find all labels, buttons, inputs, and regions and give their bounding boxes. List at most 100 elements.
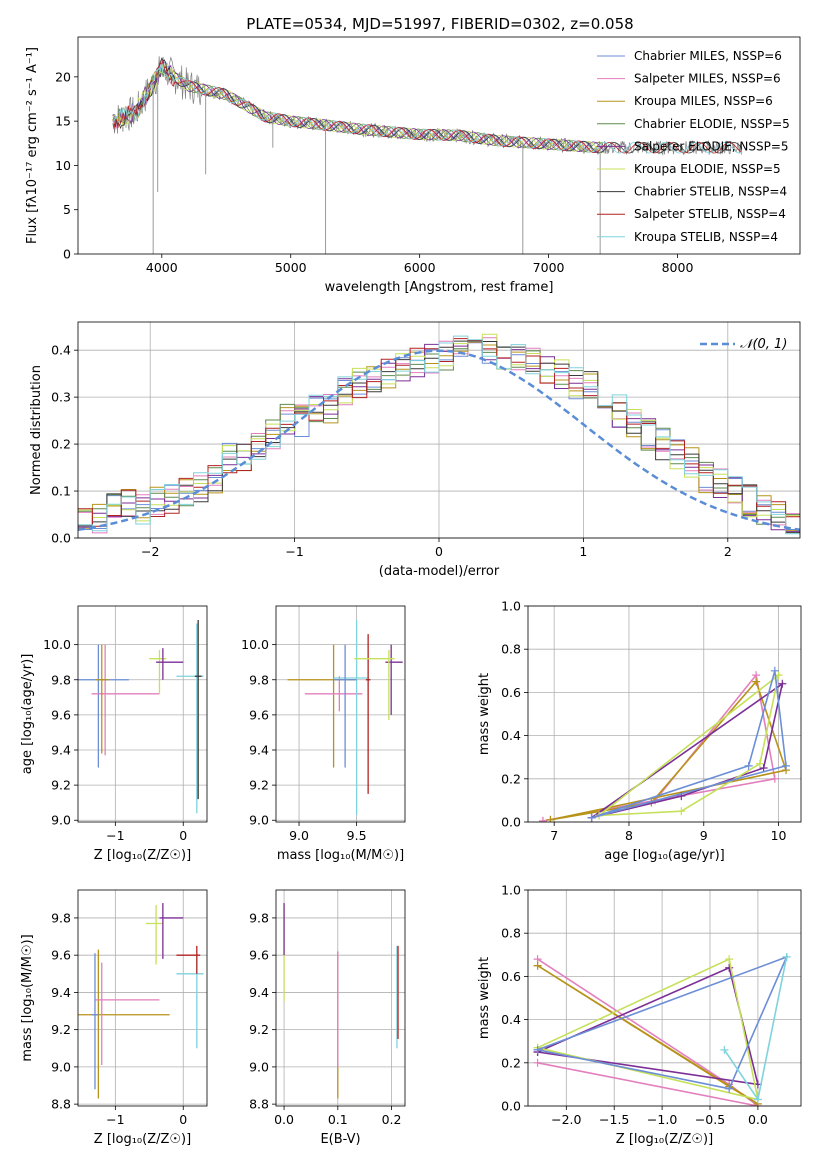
legend-label: Kroupa MILES, NSSP=6 [634, 94, 773, 108]
y-tick-label: 20 [55, 69, 71, 84]
x-tick-label: 0 [435, 544, 443, 559]
y-tick-label: 0.4 [501, 1012, 521, 1027]
y-axis-label: Flux [fλ10⁻¹⁷ erg cm⁻² s⁻¹ A⁻¹] [25, 47, 40, 244]
x-tick-label: −1 [285, 544, 303, 559]
mass-weight-marker [755, 759, 764, 768]
age-vs-Z-chart: −1 0 9.0 9.2 9.4 9.6 9.8 10.0 Z [log₁₀(Z/Z☉)] age… [20, 605, 208, 863]
mass-weight-marker [533, 961, 542, 970]
legend-label: Chabrier MILES, NSSP=6 [634, 49, 782, 63]
y-tick-label: 9.4 [51, 743, 71, 758]
y-tick-label: 9.0 [51, 813, 71, 828]
x-tick-label: −1.5 [599, 1112, 629, 1127]
y-tick-label: 8.8 [249, 1097, 269, 1112]
model-spectrum-line [112, 57, 743, 154]
x-tick-label: 0.2 [382, 1112, 402, 1127]
age-vs-Z-axes-frame [77, 605, 208, 823]
mass-vs-Z-chart: −1 0 8.8 9.0 9.2 9.4 9.6 9.8 Z [log₁₀(Z/Z☉)] mass… [20, 889, 208, 1147]
mass-weight-marker [533, 1045, 542, 1054]
y-tick-label: 10 [55, 158, 71, 173]
y-tick-label: 8.8 [51, 1097, 71, 1112]
y-tick-label: 9.6 [51, 948, 71, 963]
age-vs-mass-chart: 9.0 9.5 9.0 9.2 9.4 9.6 9.8 10.0 mass [log₁₀(M/M… [241, 605, 406, 863]
x-tick-label: −2 [141, 544, 159, 559]
x-tick-label: 9 [700, 828, 708, 843]
x-tick-label: 5000 [275, 260, 307, 275]
y-tick-label: 0.4 [51, 343, 71, 358]
y-tick-label: 9.6 [249, 948, 269, 963]
y-tick-label: 0.8 [501, 926, 521, 941]
x-tick-label: −1 [106, 828, 124, 843]
x-tick-label: 8 [625, 828, 633, 843]
weight-vs-Z-axes-frame [527, 889, 802, 1107]
residuals-chart: 𝒩(0, 1) −2 −1 0 1 2 0.0 0.1 0.2 0.3 0.4 (data-model… [29, 321, 801, 579]
model-spectrum-line [112, 64, 743, 154]
x-tick-label: 4000 [146, 260, 178, 275]
mass-weight-series [537, 964, 759, 1105]
age-vs-mass-axes-frame [275, 605, 406, 823]
mass-weight-series [537, 957, 759, 1101]
y-tick-label: 0.2 [501, 771, 521, 786]
x-axis-label: E(B-V) [320, 1132, 360, 1147]
weight-vs-Z-plot-area [533, 952, 791, 1106]
legend-label: 𝒩(0, 1) [740, 337, 787, 352]
x-tick-label: 9.0 [289, 828, 309, 843]
x-axis-label: Z [log₁₀(Z/Z☉)] [94, 1132, 191, 1147]
x-axis-label: mass [log₁₀(M/M☉)] [277, 848, 404, 863]
mass-weight-marker [782, 761, 791, 770]
y-tick-label: 9.0 [249, 1059, 269, 1074]
y-tick-label: 9.8 [51, 910, 71, 925]
y-tick-label: 9.4 [249, 985, 269, 1000]
legend-label: Chabrier STELIB, NSSP=4 [634, 185, 787, 199]
mass-weight-marker [720, 1045, 729, 1054]
y-tick-label: 5 [63, 202, 71, 217]
y-tick-label: 0 [63, 247, 71, 262]
y-tick-label: 9.2 [51, 1022, 71, 1037]
x-tick-label: 1 [579, 544, 587, 559]
y-tick-label: 0.4 [501, 728, 521, 743]
y-tick-label: 0.1 [51, 484, 71, 499]
y-tick-label: 1.0 [501, 599, 521, 614]
x-tick-label: 0.1 [328, 1112, 348, 1127]
x-tick-label: 7 [550, 828, 558, 843]
y-tick-label: 0.2 [501, 1055, 521, 1070]
y-tick-label: 9.0 [51, 1059, 71, 1074]
y-tick-label: 9.6 [51, 707, 71, 722]
mass-vs-Z-plot-area [78, 903, 204, 1099]
x-axis-label: age [log₁₀(age/yr)] [604, 848, 725, 863]
y-tick-label: 9.4 [249, 743, 269, 758]
y-axis-label: mass weight [477, 673, 492, 755]
mass-weight-marker [782, 952, 791, 961]
mass-weight-marker [759, 764, 768, 772]
normal-distribution-curve [78, 349, 800, 532]
y-tick-label: 1.0 [501, 883, 521, 898]
mass-weight-marker [744, 761, 753, 770]
mass-weight-marker [770, 666, 779, 675]
mass-vs-ebv-axes-frame [275, 889, 406, 1107]
y-axis-label: mass [log₁₀(M/M☉)] [20, 934, 35, 1061]
legend-label: Chabrier ELODIE, NSSP=5 [634, 117, 790, 131]
residual-histogram-line [78, 335, 800, 535]
x-tick-label: 0 [179, 1112, 187, 1127]
weight-vs-Z-chart: −2.0 −1.5 −1.0 −0.5 0.0 0.0 0.2 0.4 0.6 0.8 1.0 Z [… [477, 883, 802, 1147]
mass-weight-marker [725, 955, 734, 964]
x-tick-label: 10 [771, 828, 787, 843]
x-tick-label: 6000 [404, 260, 436, 275]
age-vs-mass-plot-area [287, 620, 403, 815]
mass-vs-Z-axes-frame [77, 889, 208, 1107]
mass-weight-marker [538, 816, 547, 822]
mass-weight-marker [725, 1084, 734, 1093]
mass-weight-series [537, 966, 759, 1086]
legend-label: Salpeter MILES, NSSP=6 [634, 72, 781, 86]
y-axis-label: age [log₁₀(age/yr)] [20, 654, 35, 775]
x-tick-label: −0.5 [695, 1112, 725, 1127]
spectrum-axes-frame [77, 36, 801, 255]
y-tick-label: 9.2 [51, 778, 71, 793]
spectrum-plot-area [112, 56, 743, 254]
weight-vs-age-chart: 7 8 9 10 0.0 0.2 0.4 0.6 0.8 1.0 age [log₁₀(age/yr… [477, 599, 802, 863]
y-tick-label: 10.0 [43, 637, 71, 652]
x-axis-label: Z [log₁₀(Z/Z☉)] [94, 848, 191, 863]
weight-vs-age-plot-area [538, 666, 791, 822]
x-axis-label: wavelength [Angstrom, rest frame] [325, 280, 554, 295]
mass-vs-ebv-chart: 0.0 0.1 0.2 8.8 9.0 9.2 9.4 9.6 9.8 E(B-V) [249, 889, 406, 1147]
y-tick-label: 0.0 [51, 531, 71, 546]
